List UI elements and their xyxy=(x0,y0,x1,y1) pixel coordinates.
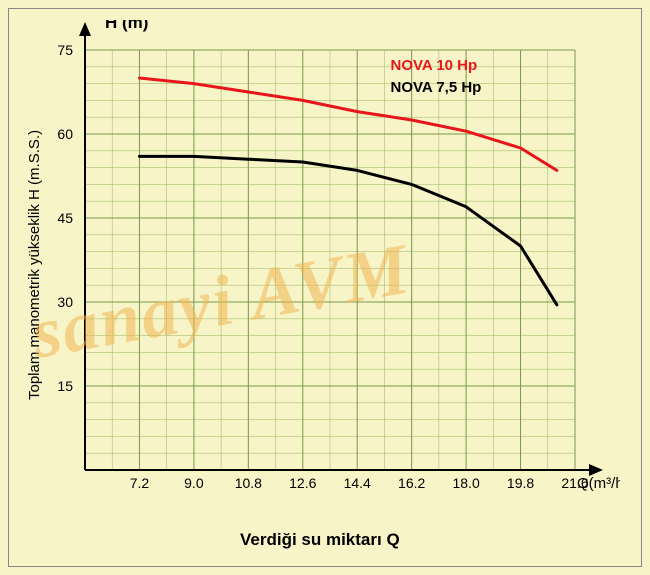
pump-curve-chart: 7.29.010.812.614.416.218.019.821.6153045… xyxy=(30,20,620,550)
svg-text:19.8: 19.8 xyxy=(507,475,534,491)
svg-text:16.2: 16.2 xyxy=(398,475,425,491)
svg-text:60: 60 xyxy=(57,126,73,142)
svg-text:7.2: 7.2 xyxy=(130,475,150,491)
svg-text:NOVA 10 Hp: NOVA 10 Hp xyxy=(390,57,477,74)
svg-text:14.4: 14.4 xyxy=(344,475,371,491)
svg-text:Q(m³/h): Q(m³/h) xyxy=(577,475,620,492)
svg-text:12.6: 12.6 xyxy=(289,475,316,491)
svg-text:15: 15 xyxy=(57,378,73,394)
y-axis-label: Toplam manometrik yükseklik H (m.S.S.) xyxy=(26,130,43,400)
svg-text:75: 75 xyxy=(57,42,73,58)
chart-svg: 7.29.010.812.614.416.218.019.821.6153045… xyxy=(30,20,620,520)
svg-text:NOVA 7,5 Hp: NOVA 7,5 Hp xyxy=(390,79,481,96)
svg-text:9.0: 9.0 xyxy=(184,475,204,491)
svg-text:30: 30 xyxy=(57,294,73,310)
svg-text:10.8: 10.8 xyxy=(235,475,262,491)
svg-text:H (m): H (m) xyxy=(105,20,148,32)
svg-text:45: 45 xyxy=(57,210,73,226)
svg-text:18.0: 18.0 xyxy=(452,475,479,491)
x-axis-label: Verdiği su miktarı Q xyxy=(240,530,400,550)
